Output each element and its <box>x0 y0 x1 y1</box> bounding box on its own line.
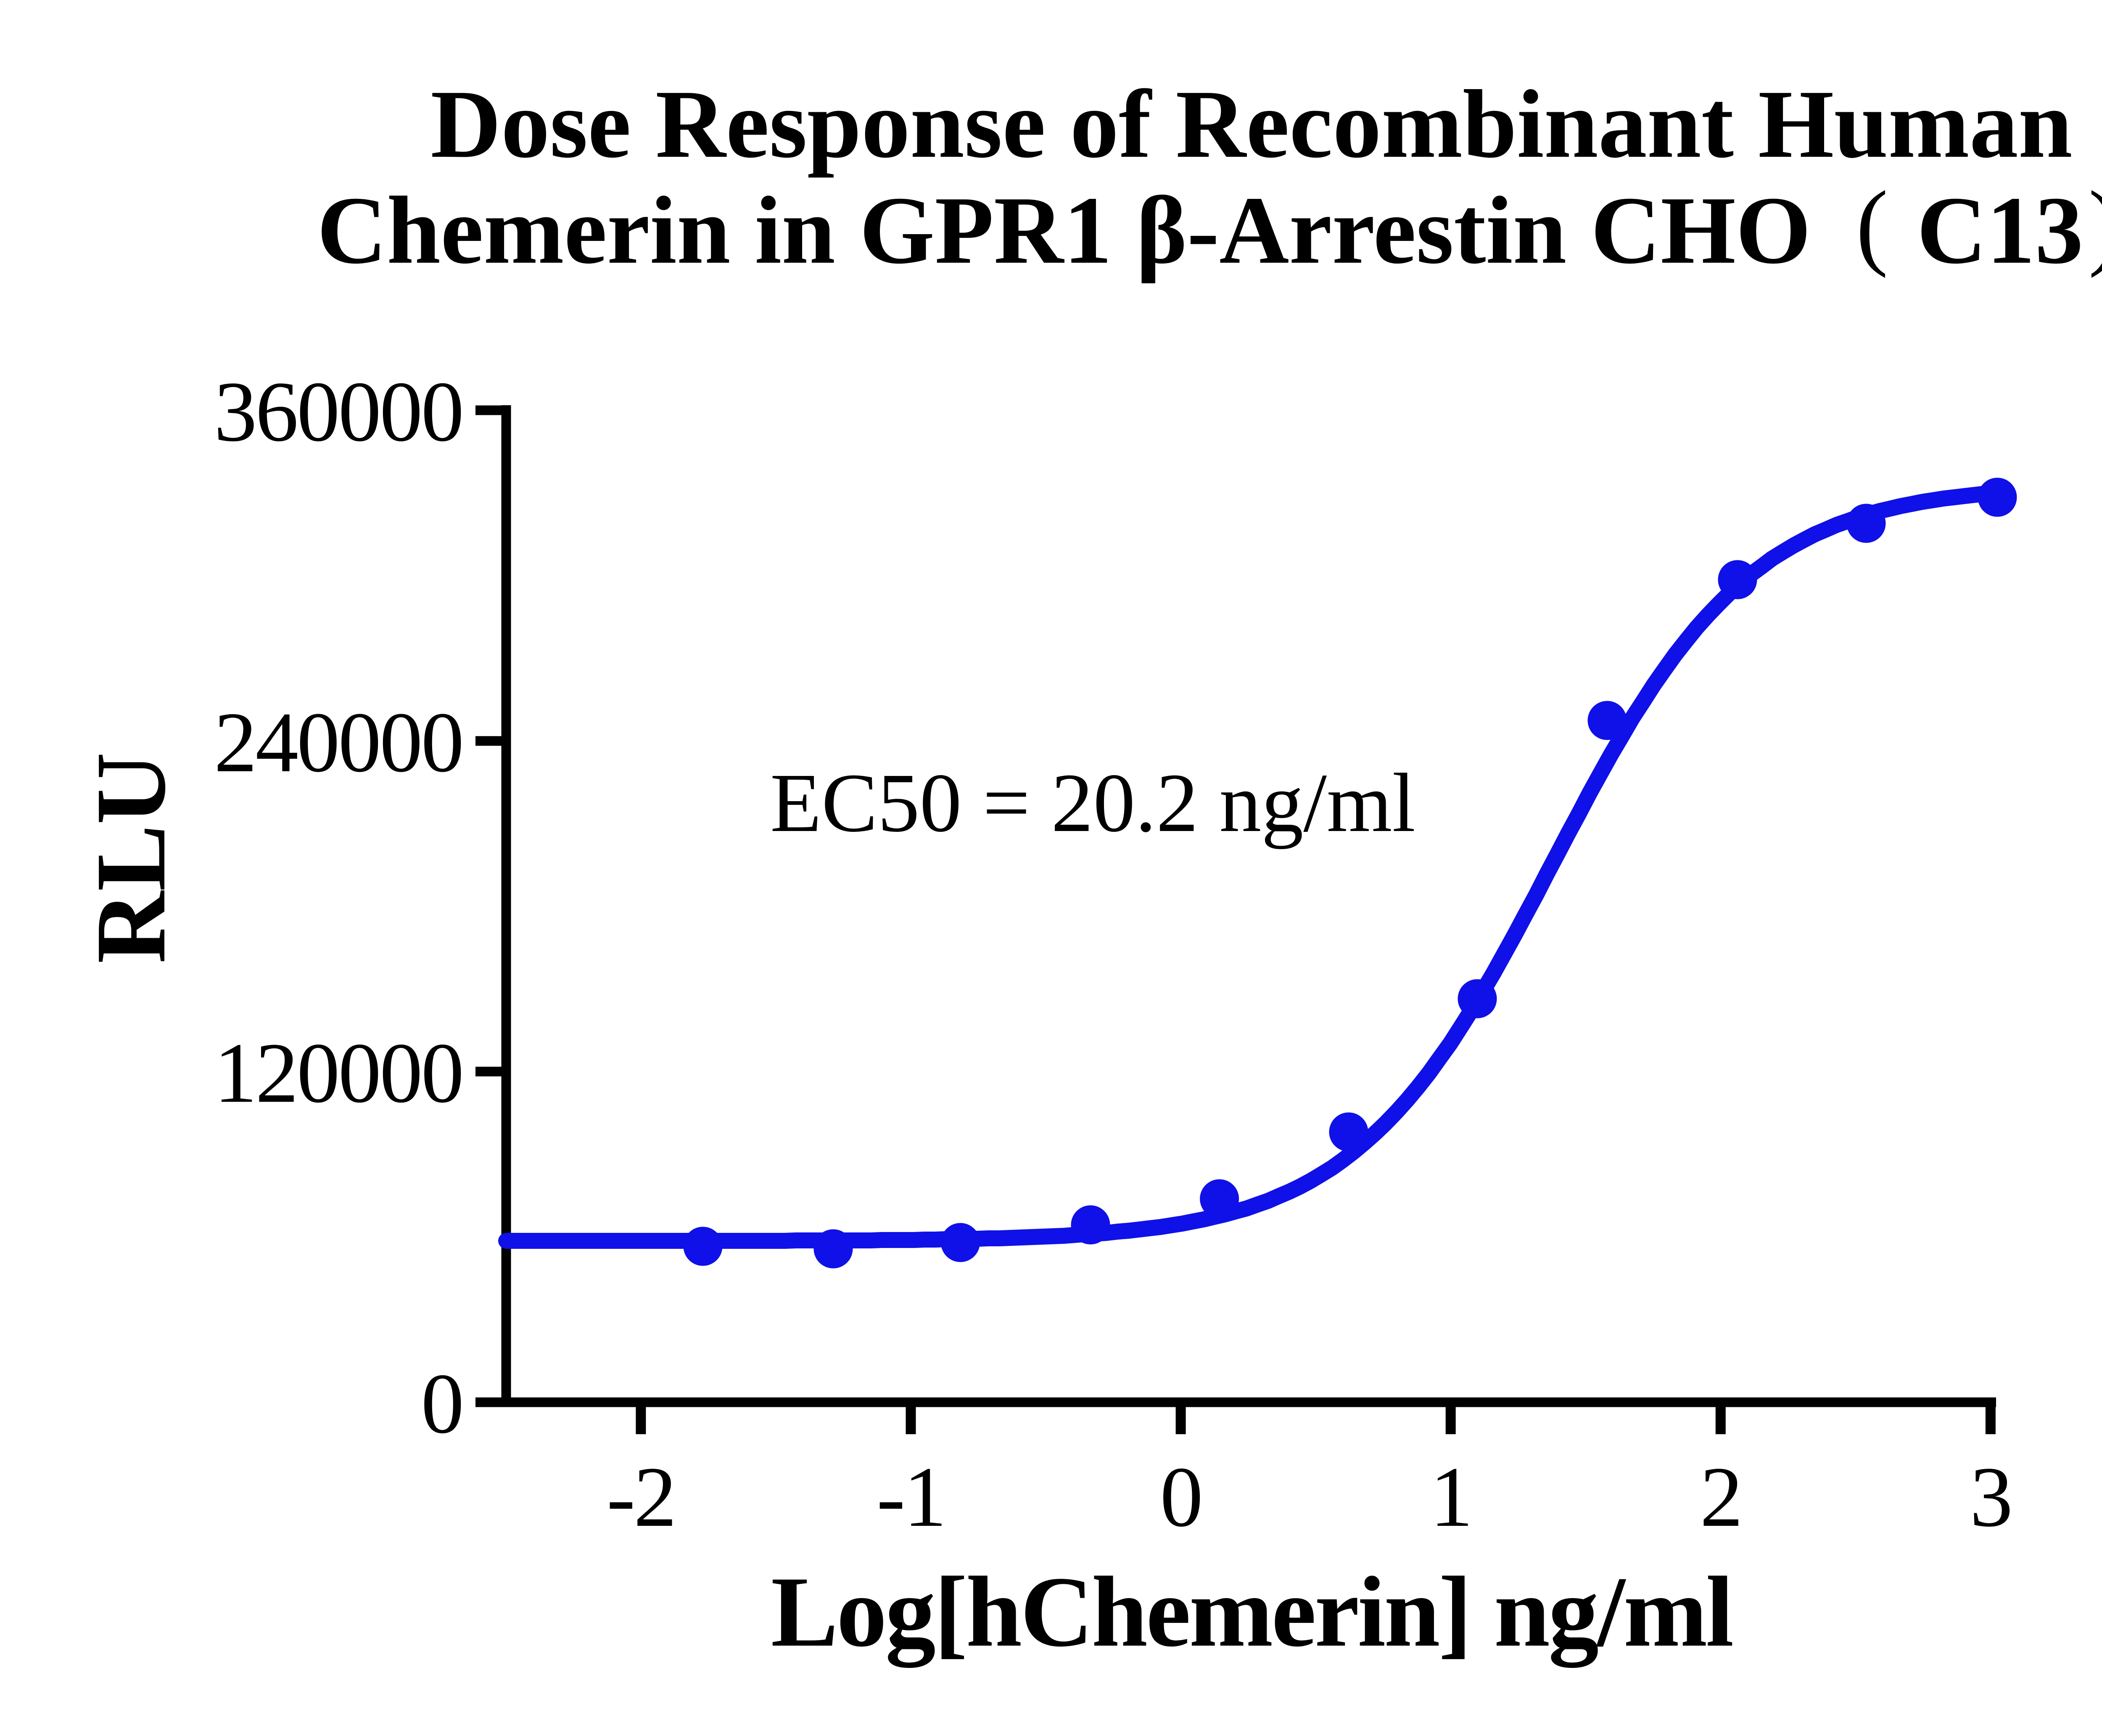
svg-text:Log[hChemerin] ng/ml: Log[hChemerin] ng/ml <box>771 1556 1732 1668</box>
svg-text:RLU: RLU <box>76 752 186 964</box>
svg-text:120000: 120000 <box>214 1025 462 1121</box>
svg-text:Dose Response of Recombinant H: Dose Response of Recombinant Human <box>430 70 2072 178</box>
svg-text:1: 1 <box>1430 1449 1471 1545</box>
svg-text:-2: -2 <box>607 1449 675 1545</box>
svg-text:240000: 240000 <box>214 695 462 790</box>
svg-text:0: 0 <box>1160 1449 1202 1545</box>
svg-text:360000: 360000 <box>214 364 462 459</box>
svg-text:EC50 = 20.2 ng/ml: EC50 = 20.2 ng/ml <box>770 757 1415 850</box>
svg-text:Chemerin in GPR1 β-Arrestin CH: Chemerin in GPR1 β-Arrestin CHO(C13) <box>317 171 2102 284</box>
svg-text:3: 3 <box>1970 1449 2012 1545</box>
svg-text:-1: -1 <box>877 1449 945 1545</box>
svg-text:2: 2 <box>1700 1449 1742 1545</box>
svg-text:0: 0 <box>421 1356 463 1451</box>
